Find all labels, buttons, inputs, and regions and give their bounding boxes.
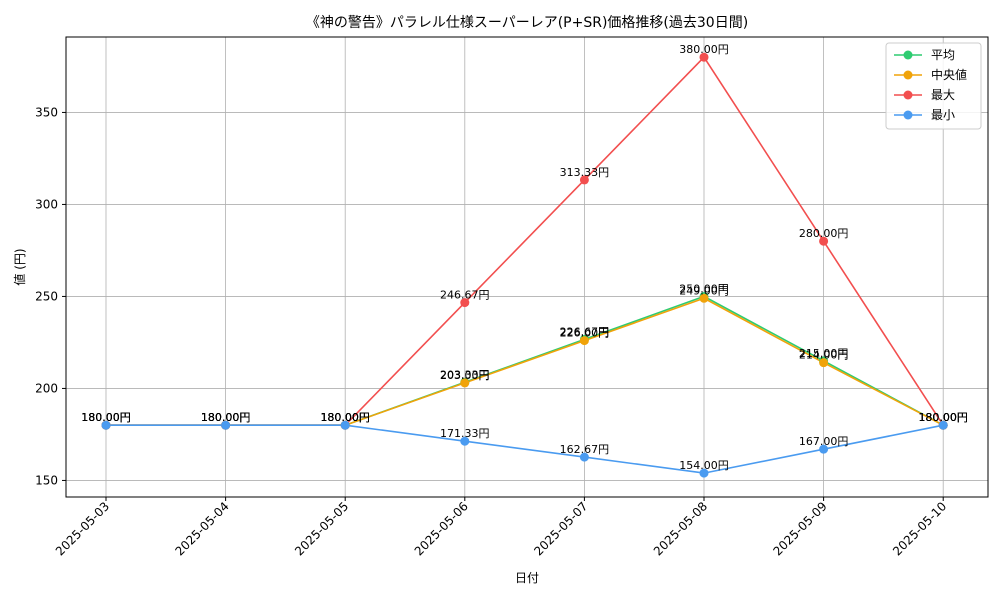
y-tick-label: 300: [35, 197, 58, 211]
x-tick-label: 2025-05-08: [651, 499, 710, 558]
data-point: [460, 378, 470, 388]
data-label: 180.00円: [918, 411, 968, 424]
x-tick-label: 2025-05-06: [412, 499, 471, 558]
data-label: 171.33円: [440, 427, 490, 440]
legend-box: [885, 42, 982, 130]
data-label: 215.00円: [799, 347, 849, 360]
data-point: [819, 358, 829, 368]
x-tick-label: 2025-05-09: [771, 499, 830, 558]
data-label: 180.00円: [81, 411, 131, 424]
x-tick-label: 2025-05-07: [531, 499, 590, 558]
data-label: 203.00円: [440, 369, 490, 382]
data-labels: 180.00円 180.00円 180.00円 203.33円 226.67円 250.0…: [81, 43, 968, 472]
data-point: [819, 236, 829, 246]
data-point: [938, 420, 948, 430]
data-label: 180.00円: [918, 411, 968, 424]
data-point: [699, 293, 709, 303]
legend-label: 最大: [931, 88, 955, 102]
x-axis-title: 日付: [515, 571, 539, 585]
legend-label: 平均: [931, 48, 955, 62]
data-label: 180.00円: [918, 411, 968, 424]
legend-marker: [903, 110, 913, 120]
series-line: [106, 424, 944, 474]
chart-title: 《神の警告》パラレル仕様スーパーレア(P+SR)価格推移(過去30日間): [306, 15, 748, 31]
data-label: 250.00円: [679, 282, 729, 295]
legend-marker: [903, 70, 913, 80]
data-point: [699, 52, 709, 62]
data-label: 180.00円: [201, 411, 251, 424]
y-tick-label: 350: [35, 105, 58, 119]
data-points: [101, 52, 948, 478]
legend-label: 最小: [931, 108, 955, 122]
y-tick-label: 250: [35, 289, 58, 303]
plot-frame: [65, 36, 989, 498]
data-label: 180.00円: [81, 411, 131, 424]
x-tick-label: 2025-05-05: [292, 499, 351, 558]
data-label: 167.00円: [799, 435, 849, 448]
data-label: 180.00円: [320, 411, 370, 424]
data-label: 180.00円: [201, 411, 251, 424]
legend-marker: [903, 50, 913, 60]
x-axis-ticks: 2025-05-03 2025-05-04 2025-05-05 2025-05-06…: [53, 497, 949, 558]
data-label: 180.00円: [320, 411, 370, 424]
data-label: 226.67円: [560, 325, 610, 338]
data-point: [579, 175, 589, 185]
data-point: [221, 420, 231, 430]
data-point: [460, 436, 470, 446]
y-axis-ticks: 150 200 250 300 350: [35, 105, 66, 487]
data-label: 180.00円: [81, 411, 131, 424]
y-tick-label: 150: [35, 473, 58, 487]
data-point: [699, 468, 709, 478]
data-label: 203.33円: [440, 368, 490, 381]
series-lines: [106, 55, 944, 474]
grid-lines: [66, 37, 988, 497]
legend-marker: [903, 90, 913, 100]
data-label: 162.67円: [560, 443, 610, 456]
data-label: 154.00円: [679, 459, 729, 472]
data-label: 180.00円: [320, 411, 370, 424]
data-label: 180.00円: [320, 411, 370, 424]
data-point: [101, 420, 111, 430]
data-point: [819, 444, 829, 454]
data-label: 280.00円: [799, 227, 849, 240]
data-label: 180.00円: [201, 411, 251, 424]
y-axis-title: 値 (円): [12, 248, 27, 285]
series-line: [106, 297, 944, 426]
data-label: 214.00円: [799, 349, 849, 362]
data-point: [340, 420, 350, 430]
legend-label: 中央値: [931, 67, 967, 82]
x-tick-label: 2025-05-10: [890, 499, 949, 558]
data-label: 226.00円: [560, 327, 610, 340]
y-tick-label: 200: [35, 381, 58, 395]
data-label: 246.67円: [440, 289, 490, 302]
data-point: [579, 336, 589, 346]
data-label: 180.00円: [81, 411, 131, 424]
data-label: 180.00円: [918, 411, 968, 424]
x-tick-label: 2025-05-03: [53, 499, 112, 558]
data-label: 180.00円: [201, 411, 251, 424]
data-label: 380.00円: [679, 43, 729, 56]
data-point: [579, 452, 589, 462]
x-tick-label: 2025-05-04: [173, 499, 232, 558]
data-label: 249.00円: [679, 284, 729, 297]
data-label: 313.33円: [560, 166, 610, 179]
data-point: [460, 298, 470, 308]
